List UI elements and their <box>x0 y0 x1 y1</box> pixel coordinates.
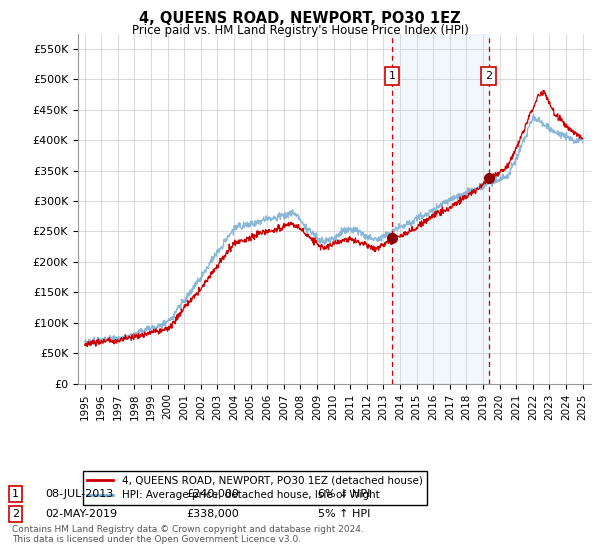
Text: 6% ↓ HPI: 6% ↓ HPI <box>318 489 370 499</box>
Text: 4, QUEENS ROAD, NEWPORT, PO30 1EZ: 4, QUEENS ROAD, NEWPORT, PO30 1EZ <box>139 11 461 26</box>
Text: £338,000: £338,000 <box>186 509 239 519</box>
Bar <box>392 34 489 384</box>
Text: 02-MAY-2019: 02-MAY-2019 <box>45 509 117 519</box>
Text: Price paid vs. HM Land Registry's House Price Index (HPI): Price paid vs. HM Land Registry's House … <box>131 24 469 36</box>
Text: 5% ↑ HPI: 5% ↑ HPI <box>318 509 370 519</box>
Text: 08-JUL-2013: 08-JUL-2013 <box>45 489 113 499</box>
Legend: 4, QUEENS ROAD, NEWPORT, PO30 1EZ (detached house), HPI: Average price, detached: 4, QUEENS ROAD, NEWPORT, PO30 1EZ (detac… <box>83 471 427 505</box>
Text: £240,000: £240,000 <box>186 489 239 499</box>
Text: Contains HM Land Registry data © Crown copyright and database right 2024.
This d: Contains HM Land Registry data © Crown c… <box>12 525 364 544</box>
Text: 2: 2 <box>12 509 19 519</box>
Text: 1: 1 <box>389 71 395 81</box>
Text: 1: 1 <box>12 489 19 499</box>
Text: 2: 2 <box>485 71 492 81</box>
